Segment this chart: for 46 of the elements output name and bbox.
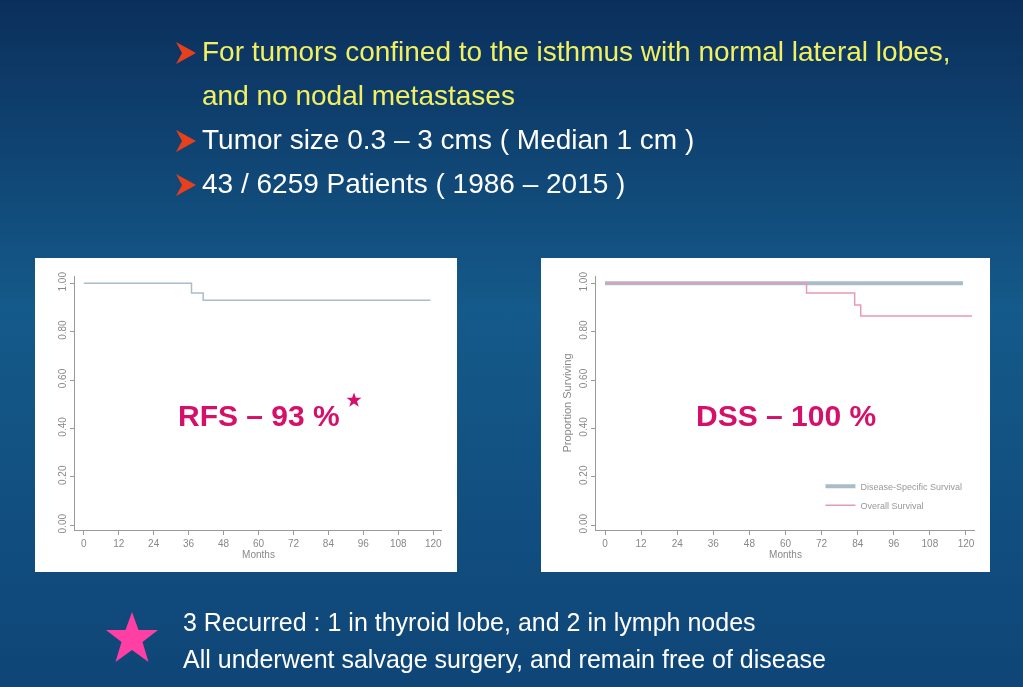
- text: For tumors confined to the isthmus with normal lateral lobes, and no nodal metastases: [202, 35, 952, 113]
- x-tick-label: 96: [888, 538, 900, 549]
- x-tick-label: 24: [671, 538, 684, 549]
- x-tick-label: 84: [322, 538, 335, 549]
- y-tick-label: 0.40: [57, 416, 68, 437]
- x-tick-label: 96: [357, 538, 370, 549]
- x-tick-label: 24: [148, 538, 160, 549]
- text: All underwent salvage surgery, and remain free of disease: [183, 644, 826, 675]
- y-tick-label: 0.20: [578, 465, 589, 486]
- text: 3 Recurred : 1 in thyroid lobe, and 2 in lymph nodes: [183, 607, 757, 638]
- y-tick-label: 0.40: [578, 416, 589, 437]
- x-tick-label: 108: [389, 538, 408, 549]
- y-tick-label: 1.00: [57, 271, 68, 292]
- legend-label: Disease-Specific Survival: [860, 481, 962, 492]
- x-tick-label: 72: [287, 538, 300, 549]
- x-tick-label: 60: [252, 538, 265, 549]
- x-tick-label: 120: [424, 538, 443, 549]
- y-tick-label: 0.00: [57, 513, 68, 534]
- y-axis-title: Proportion Surviving: [560, 353, 573, 453]
- y-tick-label: 1.00: [578, 271, 589, 292]
- x-tick-label: 120: [957, 538, 975, 549]
- x-tick-label: 12: [635, 538, 648, 549]
- x-tick-label: 60: [779, 538, 792, 549]
- x-tick-label: 48: [743, 538, 756, 549]
- text: 43 / 6259 Patients ( 1986 – 2015 ): [202, 167, 626, 201]
- x-axis-title: Months: [769, 549, 802, 560]
- y-tick-label: 0.20: [57, 465, 68, 486]
- x-tick-label: 48: [217, 538, 230, 549]
- x-axis-title: Months: [242, 549, 275, 560]
- legend-label: Overall Survival: [860, 500, 924, 511]
- y-tick-label: 0.80: [578, 319, 589, 340]
- x-tick-label: 36: [707, 538, 720, 549]
- x-tick-label: 12: [113, 538, 125, 549]
- x-tick-label: 0: [80, 538, 87, 549]
- y-tick-label: 0.80: [57, 319, 68, 340]
- annotation: RFS – 93 %: [178, 399, 340, 432]
- x-tick-label: 36: [183, 538, 195, 549]
- x-tick-label: 72: [816, 538, 828, 549]
- x-tick-label: 0: [602, 538, 609, 549]
- y-tick-label: 0.60: [57, 368, 68, 389]
- y-tick-label: 0.60: [578, 368, 589, 389]
- x-tick-label: 84: [852, 538, 864, 549]
- y-tick-label: 0.00: [578, 513, 589, 534]
- text: Tumor size 0.3 – 3 cms ( Median 1 cm ): [202, 123, 695, 157]
- x-tick-label: 108: [921, 538, 939, 549]
- annotation: DSS – 100 %: [696, 399, 877, 432]
